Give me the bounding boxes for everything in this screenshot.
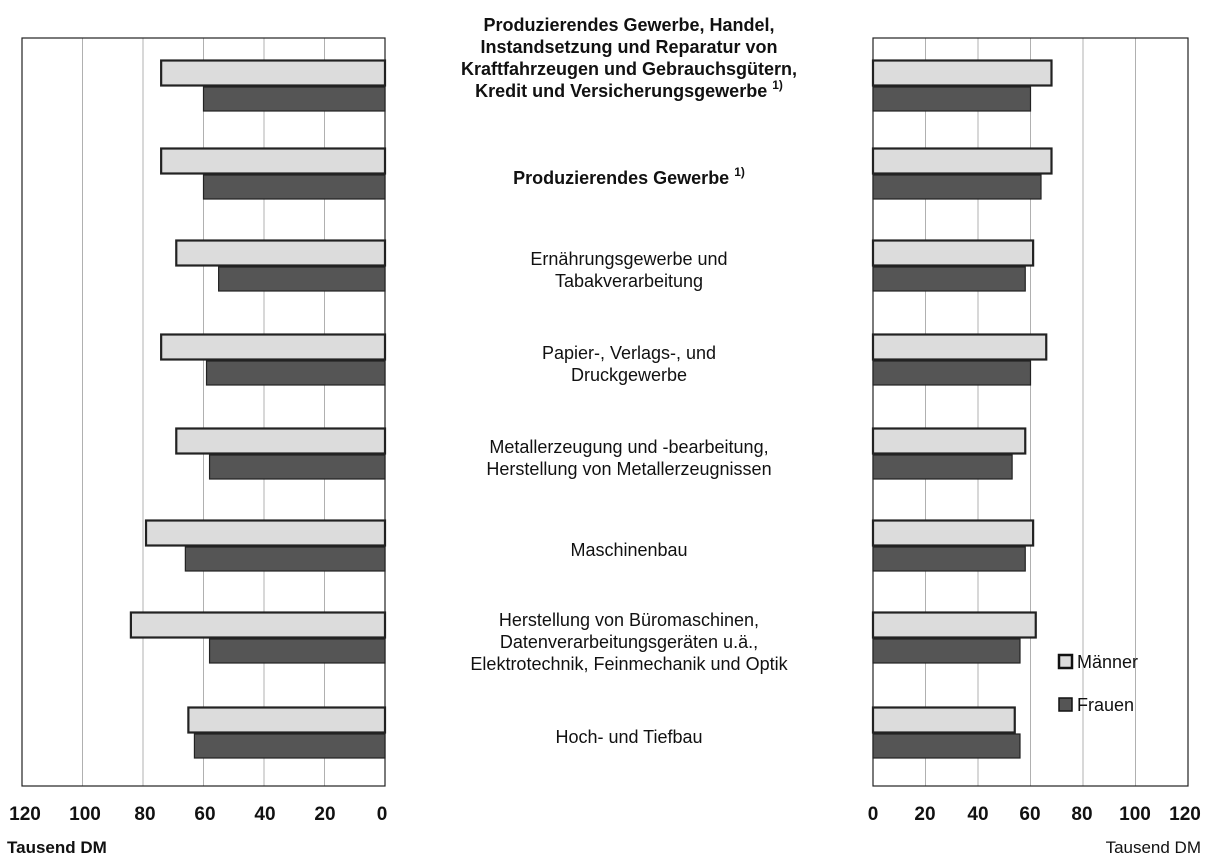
- category-label-line: Druckgewerbe: [571, 365, 687, 385]
- right-bar-maenner: [871, 239, 1035, 267]
- legend-label-maenner: Männer: [1077, 652, 1138, 672]
- right-bar-frauen: [872, 546, 1026, 572]
- left-bar-maenner: [160, 59, 387, 87]
- category-label-line: Tabakverarbeitung: [555, 271, 703, 291]
- category-label-line: Papier-, Verlags-, und: [542, 343, 716, 363]
- left-bar-maenner: [175, 239, 387, 267]
- right-tick-label: 60: [1019, 804, 1040, 825]
- footnote-marker: 1): [772, 78, 783, 92]
- right-bar-frauen: [872, 266, 1026, 292]
- left-bar-frauen: [218, 266, 386, 292]
- left-tick-label: 40: [254, 804, 275, 825]
- left-tick-label: 80: [134, 804, 155, 825]
- left-bar-frauen: [184, 546, 386, 572]
- category-label-line: Instandsetzung und Reparatur von: [480, 37, 777, 57]
- category-label-line: Ernährungsgewerbe und: [530, 249, 727, 269]
- legend: Männer Frauen: [1057, 652, 1138, 715]
- legend-swatch-maenner: [1057, 653, 1074, 670]
- right-bar-maenner: [871, 706, 1016, 734]
- right-tick-label: 80: [1071, 804, 1092, 825]
- category-label-line: Herstellung von Metallerzeugnissen: [486, 459, 771, 479]
- category-label-line: Herstellung von Büromaschinen,: [499, 610, 759, 630]
- left-bar-frauen: [202, 174, 386, 200]
- category-label-line: Kredit und Versicherungsgewerbe 1): [475, 78, 783, 101]
- right-plot-frame: [872, 37, 1189, 787]
- category-label-line: Hoch- und Tiefbau: [555, 727, 702, 747]
- right-bar-frauen: [872, 733, 1021, 759]
- left-bar-maenner: [129, 611, 387, 639]
- right-bar-maenner: [871, 333, 1048, 361]
- right-tick-label: 100: [1119, 804, 1151, 825]
- left-bar-frauen: [193, 733, 386, 759]
- right-bar-maenner: [871, 147, 1053, 175]
- right-tick-label: 0: [868, 804, 879, 825]
- category-label-line: Produzierendes Gewerbe 1): [513, 165, 745, 188]
- left-bar-frauen: [202, 86, 386, 112]
- left-bar-frauen: [208, 638, 386, 664]
- legend-swatch-frauen: [1058, 697, 1073, 712]
- right-bar-maenner: [871, 427, 1027, 455]
- right-axis-title: Tausend DM: [1106, 838, 1201, 857]
- left-bar-maenner: [175, 427, 387, 455]
- right-bar-frauen: [872, 638, 1021, 664]
- right-bar-frauen: [872, 174, 1042, 200]
- left-axis-title: Tausend DM: [7, 838, 107, 857]
- category-label-line: Produzierendes Gewerbe, Handel,: [483, 15, 774, 35]
- left-bar-maenner: [160, 333, 387, 361]
- left-panel: 120 100 80 60 40 20 0 Tausend DM: [7, 37, 388, 857]
- left-bar-maenner: [144, 519, 387, 547]
- right-bar-maenner: [871, 519, 1035, 547]
- category-labels: Produzierendes Gewerbe, Handel,Instandse…: [461, 15, 797, 747]
- left-tick-label: 120: [9, 804, 41, 825]
- right-tick-label: 120: [1169, 804, 1201, 825]
- category-label-line: Elektrotechnik, Feinmechanik und Optik: [470, 654, 788, 674]
- right-bar-frauen: [872, 360, 1032, 386]
- right-tick-label: 40: [967, 804, 988, 825]
- right-bar-maenner: [871, 59, 1053, 87]
- left-bar-maenner: [187, 706, 387, 734]
- category-label-line: Maschinenbau: [570, 540, 687, 560]
- left-tick-label: 100: [69, 804, 101, 825]
- category-label-line: Kraftfahrzeugen und Gebrauchsgütern,: [461, 59, 797, 79]
- left-bar-maenner: [160, 147, 387, 175]
- left-plot-frame: [21, 37, 386, 787]
- right-bar-maenner: [871, 611, 1037, 639]
- right-panel: 0 20 40 60 80 100 120 Tausend DM Männer Frauen: [868, 37, 1201, 857]
- category-label-line: Metallerzeugung und -bearbeitung,: [489, 437, 768, 457]
- footnote-marker: 1): [734, 165, 745, 179]
- right-tick-label: 20: [914, 804, 935, 825]
- right-bar-frauen: [872, 454, 1013, 480]
- left-tick-label: 20: [314, 804, 335, 825]
- left-tick-label: 0: [377, 804, 388, 825]
- left-tick-label: 60: [194, 804, 215, 825]
- left-bar-frauen: [208, 454, 386, 480]
- right-bar-frauen: [872, 86, 1032, 112]
- category-label-line: Datenverarbeitungsgeräten u.ä.,: [500, 632, 758, 652]
- legend-label-frauen: Frauen: [1077, 695, 1134, 715]
- left-bar-frauen: [205, 360, 386, 386]
